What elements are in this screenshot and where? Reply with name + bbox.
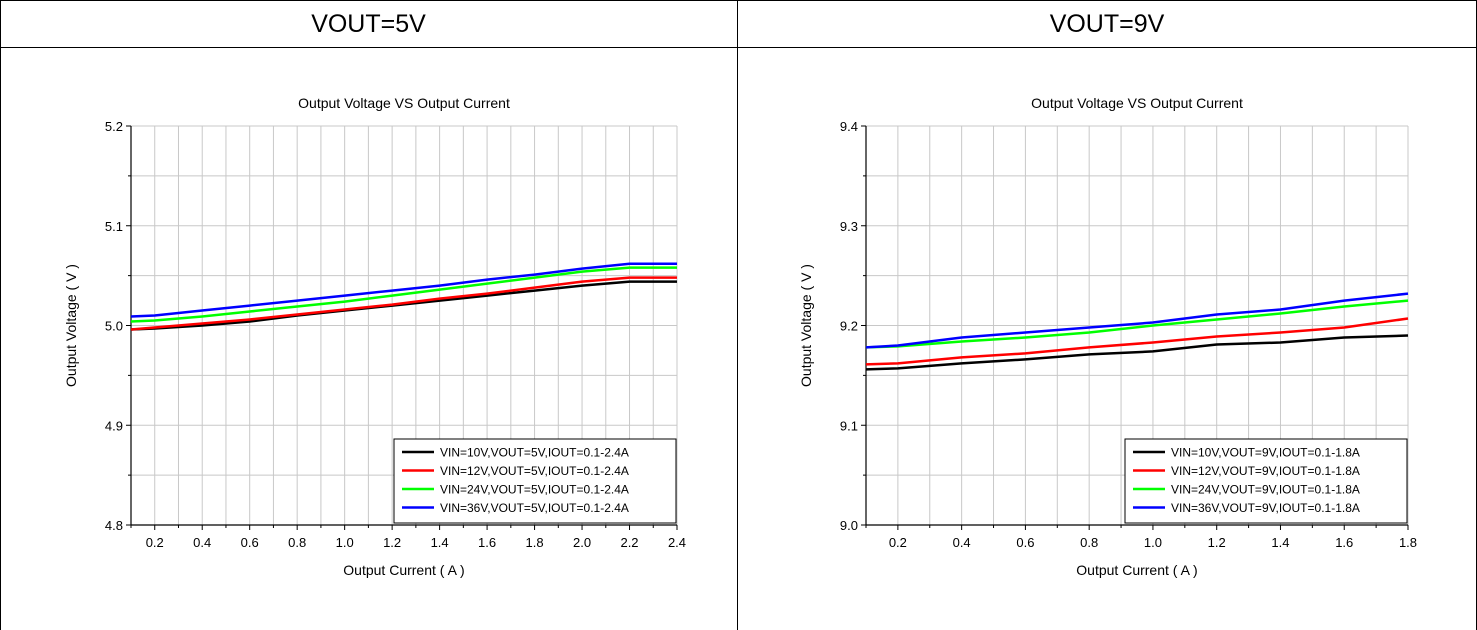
chart-title: Output Voltage VS Output Current [298,95,510,111]
y-tick-label: 5.1 [105,219,123,234]
legend-entry: VIN=24V,VOUT=5V,IOUT=0.1-2.4A [440,483,629,497]
chart-title: Output Voltage VS Output Current [1031,95,1243,111]
x-tick-label: 0.6 [1016,535,1034,550]
x-tick-label: 0.4 [193,535,211,550]
legend-box [393,438,677,524]
legend-entry: VIN=10V,VOUT=9V,IOUT=0.1-1.8A [1171,446,1360,460]
x-tick-label: 1.4 [1271,535,1289,550]
x-tick-label: 1.6 [1335,535,1353,550]
x-tick-label: 0.2 [146,535,164,550]
series-line-3 [130,262,677,318]
series-line-0 [865,334,1409,371]
legend: VIN=10V,VOUT=5V,IOUT=0.1-2.4A VIN=12V,VOU… [393,438,677,524]
x-tick-label: 1.8 [526,535,544,550]
chart-left: Output Voltage VS Output Current 0.2 0.4 0.… [63,95,686,578]
legend: VIN=10V,VOUT=9V,IOUT=0.1-1.8A VIN=12V,VOU… [1124,438,1408,524]
legend-entry: VIN=24V,VOUT=9V,IOUT=0.1-1.8A [1171,483,1360,497]
legend-box [1124,438,1408,524]
series-line-1 [130,276,677,331]
x-tick-label: 1.6 [478,535,496,550]
x-axis-label: Output Current ( A ) [343,562,464,578]
series-line-1 [865,317,1409,366]
series-line-2 [865,299,1409,349]
x-axis-label: Output Current ( A ) [1076,562,1197,578]
series-line-3 [865,292,1409,349]
x-tick-label: 1.4 [431,535,449,550]
x-tick-label: 0.2 [889,535,907,550]
x-tick-label: 0.4 [953,535,971,550]
panel-header-right: VOUT=9V [1049,9,1165,38]
y-tick-label: 5.2 [105,119,123,134]
y-axis-label: Output Voltage ( V ) [798,264,814,387]
x-tick-label: 1.2 [383,535,401,550]
y-tick-label: 9.4 [840,119,858,134]
y-tick-label: 9.3 [840,219,858,234]
legend-entry: VIN=36V,VOUT=9V,IOUT=0.1-1.8A [1171,501,1360,515]
x-tick-label: 0.8 [1080,535,1098,550]
y-tick-label: 9.2 [840,319,858,334]
x-tick-label: 2.0 [573,535,591,550]
series-line-2 [130,266,677,323]
y-tick-label: 4.8 [105,518,123,533]
legend-entry: VIN=36V,VOUT=5V,IOUT=0.1-2.4A [440,501,629,515]
y-tick-label: 9.0 [840,518,858,533]
legend-entry: VIN=10V,VOUT=5V,IOUT=0.1-2.4A [440,446,629,460]
x-tick-label: 2.2 [620,535,638,550]
chart-right: Output Voltage VS Output Current 0.2 0.4 0.… [798,95,1417,578]
legend-entry: VIN=12V,VOUT=9V,IOUT=0.1-1.8A [1171,464,1360,478]
panel-header-left: VOUT=5V [311,9,426,38]
y-tick-label: 9.1 [840,418,858,433]
y-tick-label: 4.9 [105,418,123,433]
x-tick-label: 2.4 [668,535,686,550]
y-tick-label: 5.0 [105,319,123,334]
y-axis-label: Output Voltage ( V ) [63,264,79,387]
x-tick-label: 1.0 [1144,535,1162,550]
x-tick-label: 0.6 [241,535,259,550]
legend-entry: VIN=12V,VOUT=5V,IOUT=0.1-2.4A [440,464,629,478]
x-tick-label: 1.8 [1399,535,1417,550]
x-tick-label: 1.2 [1208,535,1226,550]
x-tick-label: 0.8 [288,535,306,550]
x-tick-label: 1.0 [336,535,354,550]
